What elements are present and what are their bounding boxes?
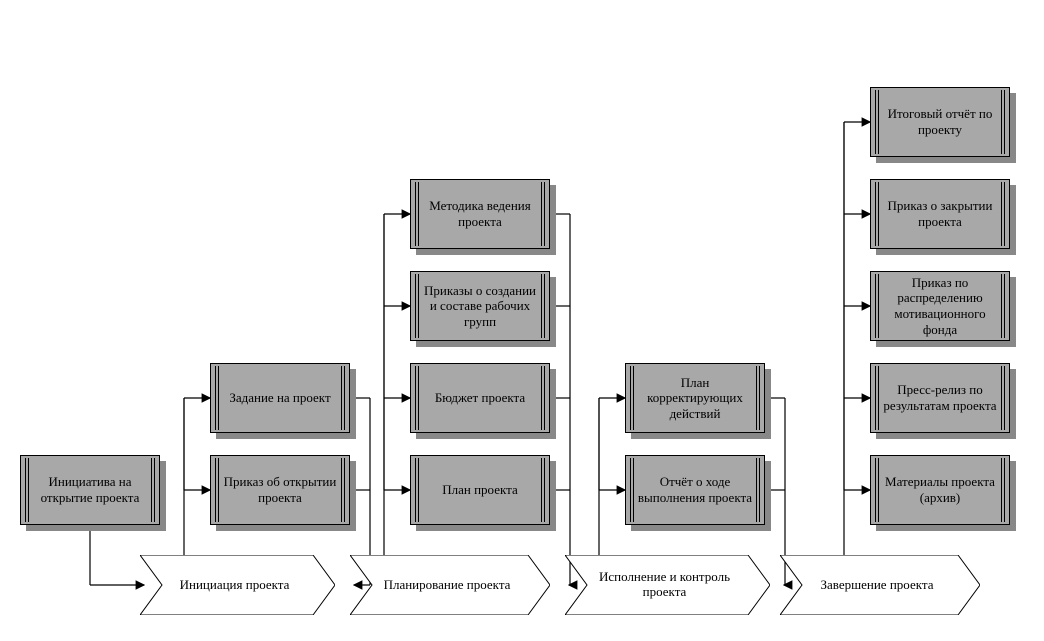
stage-col4: Завершение проекта: [780, 555, 980, 615]
doc-d4_0: Итоговый отчёт по проекту: [870, 87, 1010, 157]
doc-label: Приказ об открытии проекта: [221, 474, 339, 505]
doc-label: Приказ о закрытии проекта: [881, 198, 999, 229]
stage-col2: Планирование проекта: [350, 555, 550, 615]
doc-d2_1: Приказы о создании и составе рабочих гру…: [410, 271, 550, 341]
doc-d4_4: Материалы проекта (архив): [870, 455, 1010, 525]
doc-label: Отчёт о ходе выполнения проекта: [636, 474, 754, 505]
doc-d0_0: Инициатива на открытие проекта: [20, 455, 160, 525]
doc-d4_3: Пресс-релиз по результатам проекта: [870, 363, 1010, 433]
stage-label: Исполнение и контроль проекта: [565, 555, 770, 615]
doc-d1_1: Приказ об открытии проекта: [210, 455, 350, 525]
doc-d2_0: Методика ведения проекта: [410, 179, 550, 249]
stage-col1: Инициация проекта: [140, 555, 335, 615]
stage-label: Завершение проекта: [780, 555, 980, 615]
doc-d3_1: Отчёт о ходе выполнения проекта: [625, 455, 765, 525]
doc-label: Инициатива на открытие проекта: [31, 474, 149, 505]
stage-label: Инициация проекта: [140, 555, 335, 615]
doc-d1_0: Задание на проект: [210, 363, 350, 433]
doc-d2_2: Бюджет проекта: [410, 363, 550, 433]
flowchart-canvas: Инициатива на открытие проекта Задание на…: [10, 10, 1034, 631]
doc-d3_0: План корректирующих действий: [625, 363, 765, 433]
doc-label: Задание на проект: [229, 390, 330, 406]
doc-d4_1: Приказ о закрытии проекта: [870, 179, 1010, 249]
doc-label: План корректирующих действий: [636, 375, 754, 422]
doc-label: Материалы проекта (архив): [881, 474, 999, 505]
doc-label: Методика ведения проекта: [421, 198, 539, 229]
doc-label: План проекта: [442, 482, 518, 498]
doc-label: Приказ по распределению мотивационного ф…: [881, 275, 999, 337]
doc-label: Приказы о создании и составе рабочих гру…: [421, 283, 539, 330]
doc-label: Бюджет проекта: [435, 390, 525, 406]
stage-label: Планирование проекта: [350, 555, 550, 615]
doc-label: Итоговый отчёт по проекту: [881, 106, 999, 137]
doc-label: Пресс-релиз по результатам проекта: [881, 382, 999, 413]
doc-d2_3: План проекта: [410, 455, 550, 525]
doc-d4_2: Приказ по распределению мотивационного ф…: [870, 271, 1010, 341]
stage-col3: Исполнение и контроль проекта: [565, 555, 770, 615]
